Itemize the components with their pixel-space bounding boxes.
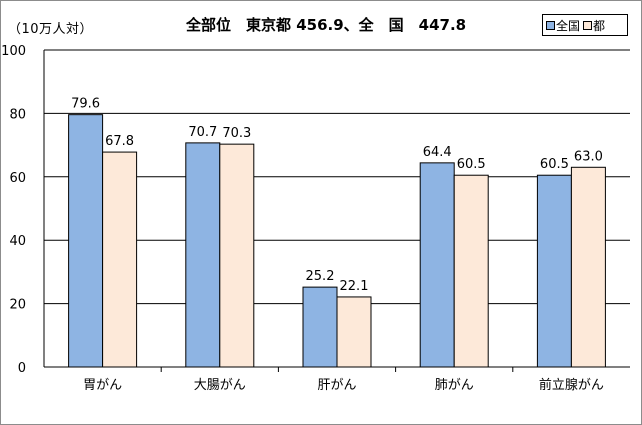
x-category-label: 大腸がん	[194, 378, 246, 393]
legend-swatch-tokyo	[583, 20, 593, 30]
legend-label-national: 全国	[556, 18, 581, 33]
x-category-label: 肝がん	[317, 378, 356, 393]
legend-item-tokyo: 都	[583, 17, 605, 34]
bar-tokyo	[453, 174, 489, 368]
data-label: 64.4	[423, 145, 452, 160]
y-tick-label: 100	[1, 44, 26, 59]
bar-national	[419, 162, 455, 368]
data-label: 70.3	[222, 126, 251, 141]
data-label: 70.7	[188, 125, 217, 140]
bar-tokyo	[570, 166, 606, 368]
bar-national	[185, 142, 221, 368]
y-tick-label: 60	[9, 171, 26, 186]
data-label: 60.5	[457, 157, 486, 172]
bar-tokyo	[102, 151, 138, 368]
bar-national	[536, 174, 572, 368]
data-label: 60.5	[540, 157, 569, 172]
data-label: 79.6	[71, 97, 100, 112]
bar-tokyo	[336, 296, 372, 368]
data-label: 67.8	[105, 134, 134, 149]
x-category-label: 前立腺がん	[539, 377, 604, 393]
y-tick-label: 80	[9, 107, 26, 122]
x-category-label: 肺がん	[435, 378, 474, 393]
y-axis-unit-label: （10万人対）	[8, 22, 94, 37]
legend-item-national: 全国	[546, 17, 580, 34]
data-label: 63.0	[574, 149, 603, 164]
y-tick-label: 0	[18, 361, 26, 376]
data-label: 22.1	[340, 279, 369, 294]
data-label: 25.2	[306, 269, 335, 284]
bar-national	[302, 286, 338, 368]
legend-swatch-national	[546, 20, 555, 30]
x-category-label: 胃がん	[83, 378, 122, 393]
bar-national	[68, 114, 104, 368]
y-tick-label: 20	[9, 298, 26, 313]
chart-title: 全部位 東京都 456.9、全 国 447.8	[186, 16, 467, 34]
legend-label-tokyo: 都	[593, 18, 606, 33]
y-tick-label: 40	[9, 234, 26, 249]
legend: 全国 都	[542, 14, 628, 36]
bar-tokyo	[219, 143, 255, 368]
